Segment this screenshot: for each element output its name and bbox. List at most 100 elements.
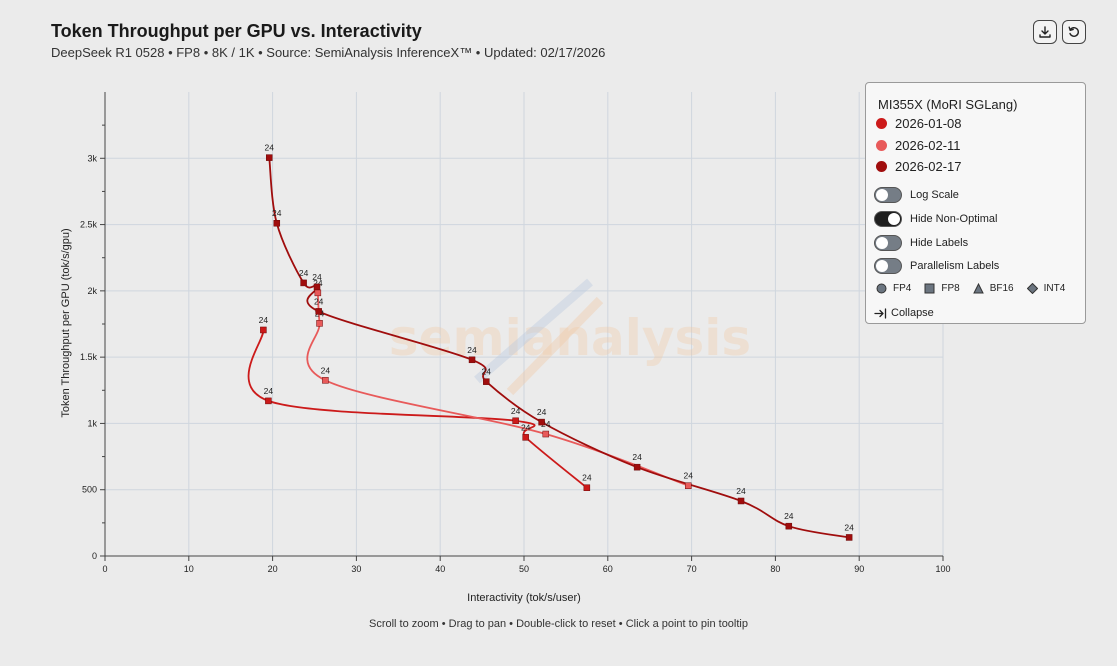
data-label: 24: [844, 522, 854, 532]
toggle-hide-non-optimal[interactable]: Hide Non-Optimal: [874, 211, 997, 227]
diamond-icon: [1026, 283, 1038, 294]
data-point-2026-02-17[interactable]: [273, 219, 281, 227]
precision-fp4[interactable]: FP4: [876, 283, 911, 294]
data-label: 24: [312, 272, 322, 282]
data-label: 24: [684, 471, 694, 481]
square-icon: [924, 283, 935, 294]
y-tick-label: 3k: [87, 153, 97, 163]
data-label: 24: [541, 419, 551, 429]
x-tick-label: 50: [519, 564, 529, 574]
data-point-2026-02-11[interactable]: [542, 430, 550, 438]
x-tick-label: 60: [603, 564, 613, 574]
data-point-2026-02-17[interactable]: [300, 279, 307, 287]
data-point-2026-02-17[interactable]: [633, 463, 641, 471]
y-axis-label: Token Throughput per GPU (tok/s/gpu): [60, 228, 72, 417]
precision-fp8[interactable]: FP8: [924, 283, 960, 294]
data-point-2026-02-11[interactable]: [316, 320, 323, 327]
toggle-hide-labels[interactable]: Hide Labels: [874, 235, 968, 251]
collapse-label: Collapse: [891, 307, 934, 319]
toggle-label: Log Scale: [910, 189, 959, 201]
x-tick-label: 80: [770, 564, 780, 574]
data-label: 24: [299, 268, 309, 278]
toggle-label: Parallelism Labels: [910, 260, 1000, 272]
triangle-icon: [972, 283, 984, 294]
data-label: 24: [467, 345, 477, 355]
legend-heading: MI355X (MoRI SGLang): [878, 97, 1018, 112]
x-tick-label: 90: [854, 564, 864, 574]
watermark-logo-icon: [474, 278, 604, 396]
toggle-switch[interactable]: [874, 235, 902, 251]
circle-icon: [876, 283, 887, 294]
toggle-switch[interactable]: [874, 211, 902, 227]
data-label: 24: [313, 278, 323, 288]
download-icon: [1039, 26, 1051, 38]
precision-label: FP4: [893, 283, 912, 294]
collapse-button[interactable]: Collapse: [874, 307, 934, 319]
precision-label: INT4: [1043, 283, 1066, 294]
legend-item-2026-02-11[interactable]: 2026-02-11: [876, 138, 961, 153]
interaction-hint: Scroll to zoom • Drag to pan • Double-cl…: [368, 618, 748, 630]
precision-label: BF16: [989, 283, 1014, 294]
legend-item-2026-01-08[interactable]: 2026-01-08: [876, 116, 962, 131]
page-title: Token Throughput per GPU vs. Interactivi…: [51, 21, 422, 41]
legend-dot-icon: [876, 118, 887, 129]
x-tick-label: 30: [351, 564, 361, 574]
data-point-2026-01-08[interactable]: [260, 326, 267, 334]
precision-bf16[interactable]: BF16: [972, 283, 1014, 294]
toggle-log-scale[interactable]: Log Scale: [874, 187, 959, 203]
precision-int4[interactable]: INT4: [1026, 283, 1066, 294]
data-point-2026-01-08[interactable]: [522, 434, 529, 441]
x-tick-label: 40: [435, 564, 445, 574]
toggle-parallelism-labels[interactable]: Parallelism Labels: [874, 258, 999, 274]
data-point-2026-02-17[interactable]: [315, 308, 322, 315]
x-tick-label: 70: [687, 564, 697, 574]
precision-legend: FP4 FP8 BF16 INT4: [876, 283, 1078, 294]
watermark-text: semianalysis: [389, 309, 751, 367]
data-point-2026-02-17[interactable]: [483, 378, 490, 385]
data-point-2026-02-17[interactable]: [737, 497, 745, 505]
x-tick-label: 20: [268, 564, 278, 574]
data-label: 24: [314, 296, 324, 306]
data-label: 24: [511, 406, 521, 416]
data-point-2026-02-17[interactable]: [265, 154, 273, 161]
data-label: 24: [537, 407, 547, 417]
download-button[interactable]: [1033, 20, 1057, 44]
series-line-2026-01-08: [247, 329, 588, 489]
data-point-2026-02-17[interactable]: [785, 522, 793, 530]
data-label: 24: [265, 143, 275, 153]
data-point-2026-01-08[interactable]: [512, 417, 519, 425]
data-label: 24: [272, 208, 282, 218]
precision-label: FP8: [941, 283, 960, 294]
data-point-2026-02-17[interactable]: [845, 534, 853, 541]
toggle-switch[interactable]: [874, 258, 902, 274]
y-tick-label: 2k: [87, 286, 97, 296]
data-label: 24: [582, 473, 592, 483]
data-point-2026-02-11[interactable]: [314, 289, 322, 297]
data-point-2026-02-17[interactable]: [468, 356, 476, 364]
data-point-2026-02-17[interactable]: [313, 283, 321, 291]
y-tick-label: 2.5k: [80, 220, 98, 230]
reset-button[interactable]: [1062, 20, 1086, 44]
data-label: 24: [521, 422, 531, 432]
collapse-arrow-icon: [874, 307, 887, 319]
legend-item-2026-02-17[interactable]: 2026-02-17: [876, 159, 962, 174]
chart-ticks: 0 10 20 30 40 50 60 70 80 90 100 0 500 1k 1.5k 2k 2.5k 3k: [80, 124, 951, 574]
toggle-switch[interactable]: [874, 187, 902, 203]
data-point-2026-01-08[interactable]: [265, 397, 272, 405]
legend-dot-icon: [876, 161, 887, 172]
reset-icon: [1068, 26, 1080, 37]
data-point-2026-02-17[interactable]: [538, 418, 545, 426]
y-tick-label: 1k: [87, 418, 97, 428]
data-point-2026-01-08[interactable]: [583, 484, 591, 491]
data-label: 24: [482, 367, 492, 377]
data-point-2026-02-11[interactable]: [322, 377, 329, 384]
y-tick-label: 0: [92, 551, 97, 561]
data-label: 24: [264, 386, 274, 396]
legend-panel: MI355X (MoRI SGLang) 2026-01-08 2026-02-…: [865, 82, 1086, 324]
data-label: 24: [321, 365, 331, 375]
data-point-2026-02-11[interactable]: [684, 482, 692, 489]
legend-dot-icon: [876, 140, 887, 151]
data-label: 24: [632, 452, 642, 462]
data-label: 24: [736, 486, 746, 496]
